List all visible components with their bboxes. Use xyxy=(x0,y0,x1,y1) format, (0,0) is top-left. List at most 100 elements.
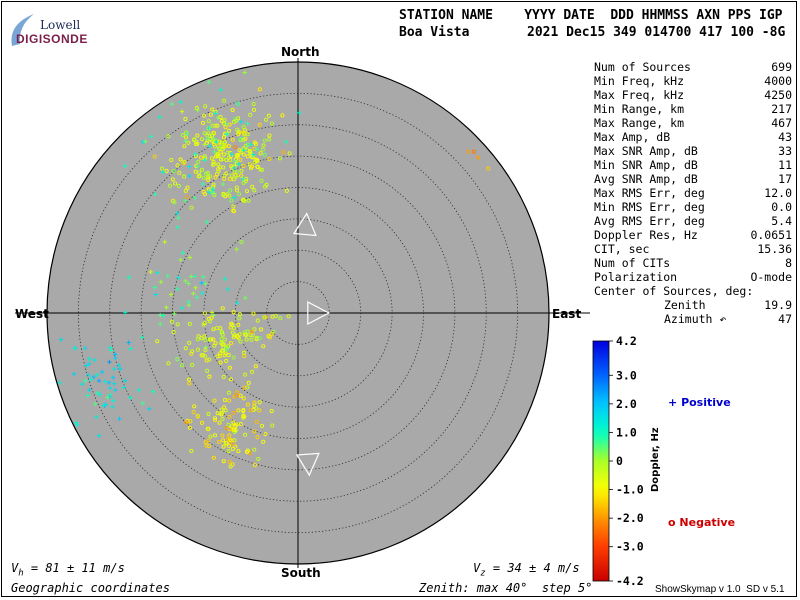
positive-source-marker xyxy=(79,381,85,387)
positive-source-marker xyxy=(200,181,205,187)
positive-source-marker xyxy=(206,125,211,131)
negative-source-marker xyxy=(201,176,206,181)
positive-source-marker xyxy=(243,295,248,301)
positive-source-marker xyxy=(87,387,92,393)
positive-source-marker xyxy=(126,340,131,345)
negative-source-marker xyxy=(199,336,204,341)
negative-source-marker xyxy=(236,322,241,327)
negative-source-marker xyxy=(235,101,240,107)
stat-value: 5.4 xyxy=(771,214,792,228)
stat-label: Doppler Res, Hz xyxy=(594,228,698,242)
positive-source-marker xyxy=(118,366,123,372)
negative-source-marker xyxy=(224,171,229,176)
positive-source-marker xyxy=(97,392,103,397)
negative-legend-label: Negative xyxy=(679,516,736,529)
center-row: Zenith 19.9 xyxy=(594,298,792,312)
positive-source-marker xyxy=(205,136,211,141)
negative-source-marker xyxy=(192,404,197,409)
colorbar-tick-label: 1.0 xyxy=(616,425,637,439)
positive-source-marker xyxy=(111,381,117,386)
stat-row: Min Range, km 217 xyxy=(594,102,792,116)
negative-source-marker xyxy=(220,433,225,438)
negative-source-marker xyxy=(237,316,242,321)
negative-source-marker xyxy=(206,177,211,182)
stat-label: Min Freq, kHz xyxy=(594,74,685,88)
positive-source-marker xyxy=(231,165,237,171)
negative-source-marker xyxy=(220,306,225,311)
negative-source-marker xyxy=(202,131,207,136)
negative-source-marker xyxy=(230,107,235,112)
negative-source-marker xyxy=(226,390,232,395)
positive-source-marker xyxy=(201,274,206,280)
positive-source-marker xyxy=(105,395,110,400)
negative-source-marker xyxy=(261,143,266,148)
negative-source-marker xyxy=(222,353,227,358)
positive-source-marker xyxy=(93,401,98,407)
negative-source-marker xyxy=(184,420,189,425)
stat-row: Center of Sources, deg: xyxy=(594,284,792,298)
negative-source-marker xyxy=(216,169,221,174)
positive-source-marker xyxy=(176,215,181,220)
negative-source-marker xyxy=(167,183,173,188)
negative-source-marker xyxy=(264,182,269,188)
negative-source-marker xyxy=(206,411,211,417)
negative-source-marker xyxy=(233,157,238,162)
negative-source-marker xyxy=(239,240,244,245)
negative-source-marker xyxy=(221,135,227,140)
negative-source-marker xyxy=(229,173,234,178)
negative-source-marker xyxy=(212,192,217,198)
positive-source-marker xyxy=(75,422,80,428)
negative-source-marker xyxy=(237,148,242,153)
negative-source-marker xyxy=(213,418,218,423)
positive-source-marker xyxy=(92,357,97,363)
negative-source-marker xyxy=(239,168,244,174)
negative-source-marker xyxy=(222,144,227,149)
positive-source-marker xyxy=(175,211,180,216)
positive-source-marker xyxy=(185,131,190,137)
negative-source-marker xyxy=(257,87,262,92)
negative-source-marker xyxy=(241,396,246,401)
negative-source-marker xyxy=(191,410,196,415)
negative-source-marker xyxy=(255,158,260,163)
vz-symbol: V xyxy=(473,561,481,575)
negative-source-marker xyxy=(220,416,225,421)
negative-source-marker xyxy=(261,344,266,349)
negative-source-marker xyxy=(259,327,264,332)
negative-source-marker xyxy=(227,459,232,464)
negative-source-marker xyxy=(230,137,235,142)
negative-source-marker xyxy=(228,157,233,162)
negative-source-marker xyxy=(262,152,267,157)
positive-source-marker xyxy=(152,192,158,197)
positive-source-marker xyxy=(206,189,212,195)
negative-source-marker xyxy=(219,157,224,162)
positive-source-marker xyxy=(238,119,244,124)
stat-value: 43 xyxy=(778,130,792,144)
stat-value: 33 xyxy=(778,144,792,158)
positive-source-marker xyxy=(192,195,198,201)
negative-source-marker xyxy=(166,361,171,366)
negative-source-marker xyxy=(200,120,206,126)
zenith-scale-label: Zenith: max 40° step 5° xyxy=(419,581,593,595)
negative-source-marker xyxy=(223,125,228,130)
negative-source-marker xyxy=(219,330,225,335)
stat-value: 17 xyxy=(778,172,792,186)
negative-source-marker xyxy=(213,175,218,180)
negative-source-marker xyxy=(213,433,218,438)
negative-source-marker xyxy=(237,312,242,317)
positive-source-marker xyxy=(283,139,289,145)
negative-source-marker xyxy=(215,123,220,128)
negative-source-marker xyxy=(207,374,212,379)
negative-source-marker xyxy=(471,149,477,154)
negative-source-marker xyxy=(207,443,212,449)
negative-source-marker xyxy=(182,144,187,149)
positive-source-marker xyxy=(123,310,128,315)
negative-source-marker xyxy=(211,455,216,460)
positive-source-marker xyxy=(152,285,157,290)
negative-source-marker xyxy=(237,192,242,197)
negative-source-marker xyxy=(215,152,220,157)
negative-source-marker xyxy=(203,337,208,342)
negative-source-marker xyxy=(260,147,265,152)
positive-source-marker xyxy=(164,305,169,310)
velocity-arrow-icon xyxy=(295,452,320,477)
